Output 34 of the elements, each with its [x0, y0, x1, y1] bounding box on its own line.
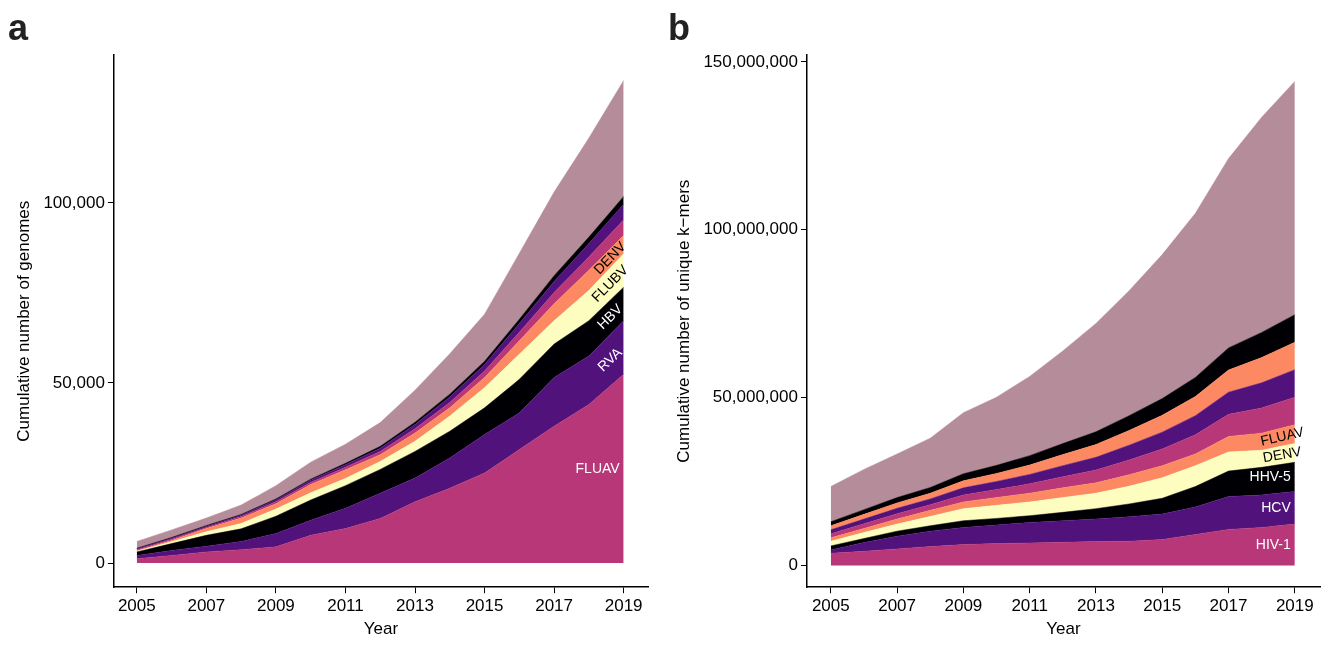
y-tick-label: 50,000,000	[712, 387, 798, 407]
y-tick-label: 100,000,000	[703, 219, 798, 239]
x-tick-label: 2015	[1143, 596, 1182, 616]
y-axis-title: Cumulative number of unique k−mers	[673, 179, 693, 463]
series-label: FLUAV	[575, 459, 621, 476]
x-tick-label: 2015	[465, 596, 504, 616]
x-tick-label: 2005	[117, 596, 156, 616]
x-tick-label: 2011	[1011, 596, 1048, 616]
x-tick-label: 2019	[1275, 596, 1314, 616]
x-axis-title: Year	[363, 619, 399, 639]
x-tick-label: 2009	[944, 596, 983, 616]
x-tick-label: 2013	[1077, 596, 1115, 616]
series-label: HHV-5	[1249, 467, 1292, 484]
y-axis-title: Cumulative number of genomes	[13, 200, 33, 442]
x-axis-title: Year	[1046, 619, 1081, 639]
x-tick-label: 2017	[1209, 596, 1248, 616]
chart-title: a	[8, 6, 29, 48]
series-label: HCV	[1261, 498, 1292, 515]
y-tick-label: 0	[788, 555, 798, 575]
y-tick-label: 0	[95, 552, 105, 572]
chart-title: b	[668, 6, 690, 48]
series-label: HIV-1	[1255, 535, 1292, 552]
x-tick-label: 2007	[187, 596, 226, 616]
x-tick-label: 2013	[396, 596, 434, 616]
series-label: RVA	[593, 343, 626, 375]
x-tick-label: 2011	[327, 596, 364, 616]
x-tick-label: 2005	[811, 596, 850, 616]
x-tick-label: 2007	[878, 596, 916, 616]
x-tick-label: 2017	[535, 596, 574, 616]
y-tick-label: 50,000	[52, 372, 105, 392]
y-tick-label: 150,000,000	[703, 51, 798, 71]
x-tick-label: 2019	[604, 596, 643, 616]
y-tick-label: 100,000	[43, 192, 105, 212]
x-tick-label: 2009	[256, 596, 295, 616]
